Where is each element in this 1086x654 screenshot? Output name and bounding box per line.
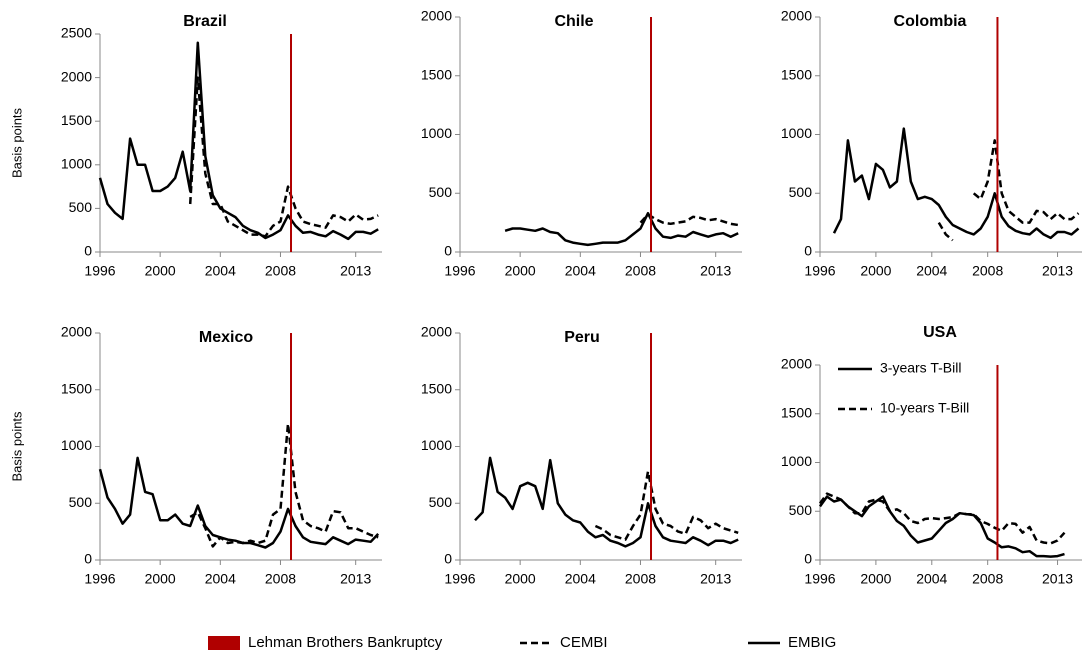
x-tick-label: 2004 <box>916 263 947 279</box>
legend-label: 3-years T-Bill <box>880 360 961 376</box>
x-tick-label: 1996 <box>84 571 115 587</box>
legend-label: 10-years T-Bill <box>880 400 969 416</box>
panel-title: Brazil <box>183 13 227 30</box>
series-line <box>937 139 1080 242</box>
y-tick-label: 1000 <box>781 125 812 141</box>
y-tick-label: 0 <box>84 243 92 259</box>
x-tick-label: 2013 <box>1042 571 1073 587</box>
x-tick-label: 2013 <box>340 571 371 587</box>
panel-title: Colombia <box>894 13 967 30</box>
y-tick-label: 1500 <box>61 380 92 396</box>
y-tick-label: 500 <box>69 199 93 215</box>
x-tick-label: 2000 <box>505 571 536 587</box>
y-tick-label: 500 <box>429 494 453 510</box>
y-tick-label: 500 <box>69 494 93 510</box>
y-tick-label: 2000 <box>781 356 812 372</box>
series-line <box>594 470 739 541</box>
x-tick-label: 1996 <box>804 571 835 587</box>
y-tick-label: 0 <box>444 551 452 567</box>
x-tick-label: 2008 <box>625 571 656 587</box>
x-tick-label: 2000 <box>860 571 891 587</box>
y-tick-label: 2000 <box>781 8 812 24</box>
x-tick-label: 2013 <box>1042 263 1073 279</box>
x-tick-label: 2000 <box>505 263 536 279</box>
y-tick-label: 500 <box>429 184 453 200</box>
y-tick-label: 2000 <box>61 324 92 340</box>
x-tick-label: 2000 <box>145 571 176 587</box>
x-tick-label: 2008 <box>972 571 1003 587</box>
x-tick-label: 2004 <box>916 571 947 587</box>
series-line <box>504 211 739 247</box>
y-tick-label: 0 <box>444 243 452 259</box>
y-tick-label: 1000 <box>61 156 92 172</box>
y-tick-label: 2000 <box>421 324 452 340</box>
x-tick-label: 2013 <box>700 263 731 279</box>
y-tick-label: 0 <box>804 551 812 567</box>
series-line <box>639 213 739 227</box>
x-tick-label: 1996 <box>804 263 835 279</box>
y-tick-label: 1500 <box>781 66 812 82</box>
y-tick-label: 1500 <box>421 380 452 396</box>
y-tick-label: 500 <box>789 502 813 518</box>
legend-swatch <box>208 636 240 650</box>
x-tick-label: 2008 <box>265 571 296 587</box>
y-tick-label: 500 <box>789 184 813 200</box>
y-tick-label: 1500 <box>421 66 452 82</box>
y-tick-label: 1000 <box>61 437 92 453</box>
y-axis-label: Basis points <box>9 107 24 178</box>
y-tick-label: 1000 <box>781 453 812 469</box>
series-line <box>98 456 380 549</box>
y-tick-label: 2000 <box>421 8 452 24</box>
panel-title: USA <box>923 324 957 341</box>
y-tick-label: 0 <box>804 243 812 259</box>
legend-label: CEMBI <box>560 634 608 651</box>
x-tick-label: 2013 <box>340 263 371 279</box>
x-tick-label: 2004 <box>205 571 236 587</box>
legend-label: EMBIG <box>788 634 836 651</box>
y-tick-label: 2000 <box>61 68 92 84</box>
y-tick-label: 1500 <box>781 404 812 420</box>
y-tick-label: 1000 <box>421 437 452 453</box>
x-tick-label: 2004 <box>205 263 236 279</box>
x-tick-label: 2013 <box>700 571 731 587</box>
panel-title: Chile <box>554 13 593 30</box>
panel-title: Peru <box>564 329 600 346</box>
series-line <box>188 76 379 238</box>
y-tick-label: 1000 <box>421 125 452 141</box>
x-tick-label: 2008 <box>265 263 296 279</box>
y-tick-label: 0 <box>84 551 92 567</box>
x-tick-label: 2000 <box>145 263 176 279</box>
series-line <box>189 422 379 548</box>
y-tick-label: 1500 <box>61 112 92 128</box>
panel-title: Mexico <box>199 329 253 346</box>
x-tick-label: 2004 <box>565 263 596 279</box>
series-line <box>818 495 1065 558</box>
series-line <box>474 456 739 548</box>
series-line <box>98 41 379 241</box>
x-tick-label: 1996 <box>444 263 475 279</box>
series-line <box>832 127 1080 240</box>
x-tick-label: 2008 <box>972 263 1003 279</box>
x-tick-label: 1996 <box>84 263 115 279</box>
y-tick-label: 2500 <box>61 25 92 41</box>
y-axis-label: Basis points <box>9 411 24 482</box>
x-tick-label: 2008 <box>625 263 656 279</box>
legend-label: Lehman Brothers Bankruptcy <box>248 634 443 651</box>
x-tick-label: 2004 <box>565 571 596 587</box>
x-tick-label: 2000 <box>860 263 891 279</box>
x-tick-label: 1996 <box>444 571 475 587</box>
series-line <box>818 492 1066 545</box>
